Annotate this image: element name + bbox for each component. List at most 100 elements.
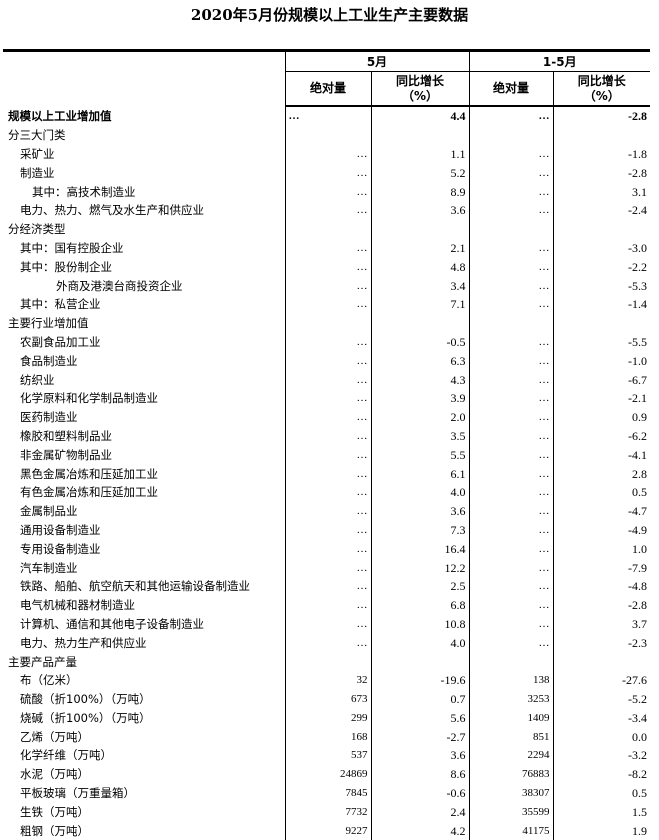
may-yoy: 2.5 [370,576,469,596]
row-label: 汽车制造业 [20,560,78,575]
may-absolute: … [284,539,371,559]
jan-may-yoy: -7.9 [552,558,650,577]
jan-may-yoy: 1.5 [552,802,650,822]
jan-may-yoy: -8.2 [552,764,650,784]
table-row: 主要产品产量 [3,652,650,671]
row-label: 农副食品加工业 [20,334,101,349]
may-yoy: 3.9 [370,388,469,408]
row-label: 电力、热力生产和供应业 [20,635,147,650]
may-absolute: … [284,351,371,371]
jan-may-yoy: -2.2 [552,257,650,277]
may-yoy: 3.4 [370,276,469,295]
row-label: 平板玻璃（万重量箱） [20,786,135,801]
jan-may-absolute: … [468,520,553,540]
table-row: 采矿业… 1.1… -1.8 [3,144,650,164]
table-row: 其中：私营企业… 7.1… -1.4 [3,294,650,314]
may-absolute: … [284,276,371,295]
jan-may-absolute: 41175 [468,821,553,840]
jan-may-yoy: -4.7 [552,501,650,521]
may-absolute: 9227 [284,821,371,840]
may-absolute: 673 [284,689,371,709]
table-row: 化学原料和化学制品制造业… 3.9… -2.1 [3,388,650,408]
jan-may-yoy: -4.1 [552,445,650,465]
header-row-groups: 5月 1-5月 [3,49,650,106]
may-absolute: … [284,407,371,427]
row-label: 计算机、通信和其他电子设备制造业 [20,616,204,631]
row-label: 专用设备制造业 [20,541,101,556]
may-absolute: … [284,144,371,164]
row-label: 金属制品业 [20,504,78,519]
jan-may-yoy: 3.7 [552,614,650,634]
table-row: 食品制造业… 6.3… -1.0 [3,351,650,371]
row-label: 其中：股份制企业 [20,259,112,274]
row-label: 烧碱（折100%）（万吨） [20,710,151,725]
jan-may-yoy: -3.4 [552,708,650,728]
may-yoy: 6.3 [370,351,469,371]
jan-may-yoy: 3.1 [552,182,650,201]
table-row: 生铁（万吨） 7732 2.4 35599 1.5 [3,802,650,822]
jan-may-absolute: … [468,595,553,615]
jan-may-absolute: … [468,539,553,559]
jan-may-yoy [552,652,650,671]
may-yoy [370,313,469,333]
jan-may-absolute: … [468,351,553,371]
may-absolute: … [284,633,371,653]
may-yoy: 4.0 [370,482,469,502]
may-yoy: 2.0 [370,407,469,427]
table-row: 计算机、通信和其他电子设备制造业… 10.8… 3.7 [3,614,650,634]
table-row: 规模以上工业增加值… 4.4… -2.8 [3,106,650,126]
may-absolute: 32 [284,670,371,690]
may-yoy: 2.4 [370,802,469,822]
jan-may-absolute: … [468,370,553,389]
jan-may-yoy: -5.3 [552,276,650,295]
jan-may-absolute: … [468,163,553,183]
header-yoy-label: 同比增长 [395,73,444,88]
row-label: 制造业 [20,165,55,180]
may-absolute: … [284,464,371,483]
jan-may-yoy: 1.0 [552,539,650,559]
header-group-may: 5月 [284,49,469,72]
header-abs-may: 绝对量 [284,71,371,107]
jan-may-yoy: 0.0 [552,727,650,747]
jan-may-yoy: -3.0 [552,238,650,258]
header-yoy-jan-may: 同比增长 （%） [552,71,650,107]
jan-may-yoy: -1.4 [552,294,650,314]
jan-may-absolute: … [468,426,553,446]
row-label: 铁路、船舶、航空航天和其他运输设备制造业 [20,579,250,594]
may-yoy: 4.4 [370,106,469,126]
jan-may-absolute: … [468,106,553,126]
jan-may-yoy: 0.5 [552,783,650,803]
may-absolute: 24869 [284,764,371,784]
row-label: 粗钢（万吨） [20,823,89,838]
jan-may-absolute: … [468,501,553,521]
jan-may-yoy: -6.2 [552,426,650,446]
row-label: 生铁（万吨） [20,804,89,819]
may-yoy: 5.5 [370,445,469,465]
may-absolute: 299 [284,708,371,728]
header-row-columns: 绝对量 同比增长 （%） 绝对量 同比增长 （%） [3,71,650,107]
jan-may-yoy [552,313,650,333]
jan-may-yoy: 1.9 [552,821,650,840]
jan-may-yoy: -1.8 [552,144,650,164]
may-absolute: … [284,558,371,577]
table-row: 电力、热力、燃气及水生产和供应业… 3.6… -2.4 [3,200,650,220]
row-label: 采矿业 [20,146,55,161]
table-row: 金属制品业… 3.6… -4.7 [3,501,650,521]
row-label: 化学纤维（万吨） [20,748,112,763]
row-label: 电气机械和器材制造业 [20,598,135,613]
table-row: 制造业… 5.2… -2.8 [3,163,650,183]
row-label: 分三大门类 [8,128,66,143]
jan-may-yoy: -4.8 [552,576,650,596]
row-label: 医药制造业 [20,410,78,425]
row-label: 化学原料和化学制品制造业 [20,391,158,406]
may-absolute: … [284,482,371,502]
jan-may-yoy: 0.5 [552,482,650,502]
header-yoy-label: 同比增长 [577,73,626,88]
may-absolute: … [284,163,371,183]
may-absolute: 168 [284,727,371,747]
table-row: 黑色金属冶炼和压延加工业… 6.1… 2.8 [3,464,650,483]
jan-may-absolute: … [468,464,553,483]
row-label: 其中：私营企业 [20,297,101,312]
jan-may-absolute: 1409 [468,708,553,728]
jan-may-yoy: -2.1 [552,388,650,408]
